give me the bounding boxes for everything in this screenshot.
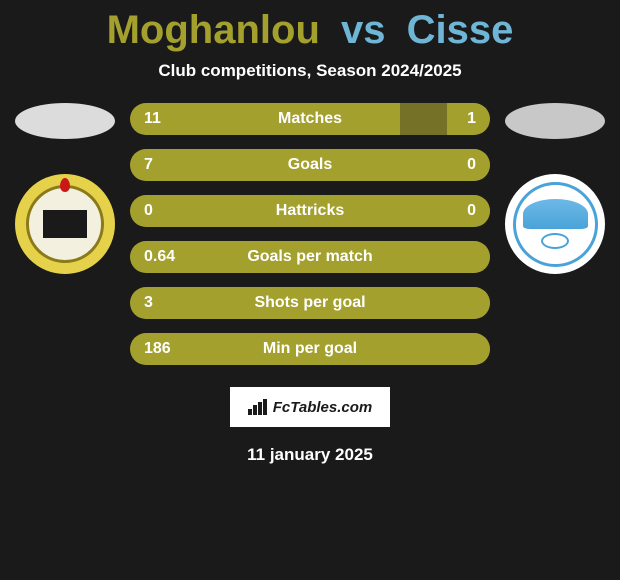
bar-label: Shots per goal xyxy=(254,294,365,312)
subtitle: Club competitions, Season 2024/2025 xyxy=(0,61,620,81)
bar-value-left: 0.64 xyxy=(144,248,175,266)
player1-club-badge xyxy=(15,174,115,274)
right-player-col xyxy=(500,103,610,274)
bar-label: Hattricks xyxy=(276,202,344,220)
bar-value-right: 0 xyxy=(467,156,476,174)
player2-club-badge xyxy=(505,174,605,274)
bar-value-left: 0 xyxy=(144,202,153,220)
bar-label: Matches xyxy=(278,110,342,128)
player2-avatar xyxy=(505,103,605,139)
main-row: 11 Matches 1 7 Goals 0 0 Hattricks 0 0.64 Goals pe… xyxy=(0,103,620,365)
wave-icon xyxy=(523,199,588,229)
player1-name: Moghanlou xyxy=(107,8,320,52)
bars-icon xyxy=(248,399,270,415)
stat-bar-row: 3 Shots per goal xyxy=(130,287,490,319)
ring-icon xyxy=(541,233,569,249)
player2-name: Cisse xyxy=(407,8,514,52)
flame-icon xyxy=(60,178,70,192)
bar-label: Goals per match xyxy=(247,248,372,266)
vs-text: vs xyxy=(341,8,386,52)
stat-bar-row: 0.64 Goals per match xyxy=(130,241,490,273)
left-player-col xyxy=(10,103,120,274)
stat-bars: 11 Matches 1 7 Goals 0 0 Hattricks 0 0.64 Goals pe… xyxy=(130,103,490,365)
book-icon xyxy=(43,210,87,238)
bar-label: Min per goal xyxy=(263,340,357,358)
bar-value-left: 7 xyxy=(144,156,153,174)
source-text: FcTables.com xyxy=(273,399,372,416)
source-badge: FcTables.com xyxy=(230,387,390,427)
bar-label: Goals xyxy=(288,156,332,174)
stat-bar-row: 7 Goals 0 xyxy=(130,149,490,181)
club-a-inner xyxy=(26,185,104,263)
page-title: Moghanlou vs Cisse xyxy=(0,8,620,53)
comparison-card: Moghanlou vs Cisse Club competitions, Se… xyxy=(0,0,620,580)
bar-value-left: 186 xyxy=(144,340,171,358)
bar-value-left: 11 xyxy=(144,110,161,128)
stat-bar-row: 186 Min per goal xyxy=(130,333,490,365)
bar-value-right: 0 xyxy=(467,202,476,220)
player1-avatar xyxy=(15,103,115,139)
date-line: 11 january 2025 xyxy=(0,445,620,465)
bar-fill-left xyxy=(130,103,400,135)
stat-bar-row: 11 Matches 1 xyxy=(130,103,490,135)
bar-value-right: 1 xyxy=(467,110,476,128)
club-b-inner xyxy=(513,182,598,267)
stat-bar-row: 0 Hattricks 0 xyxy=(130,195,490,227)
bar-value-left: 3 xyxy=(144,294,153,312)
